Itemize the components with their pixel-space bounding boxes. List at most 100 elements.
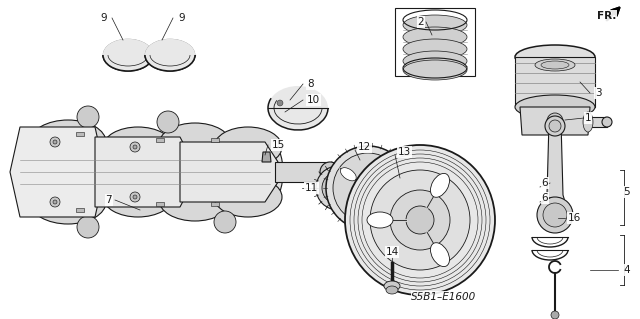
- Polygon shape: [211, 138, 219, 142]
- Ellipse shape: [545, 116, 565, 136]
- Ellipse shape: [215, 156, 229, 188]
- Ellipse shape: [541, 61, 569, 69]
- Text: 6: 6: [541, 193, 548, 203]
- Ellipse shape: [348, 200, 361, 216]
- Ellipse shape: [354, 174, 382, 202]
- Ellipse shape: [103, 177, 173, 217]
- Ellipse shape: [380, 195, 396, 208]
- Ellipse shape: [50, 197, 60, 207]
- Text: 3: 3: [595, 88, 602, 98]
- Polygon shape: [76, 132, 84, 136]
- Ellipse shape: [53, 200, 57, 204]
- Ellipse shape: [333, 153, 403, 223]
- Polygon shape: [76, 208, 84, 212]
- Ellipse shape: [130, 142, 140, 152]
- Polygon shape: [275, 162, 330, 182]
- Text: 13: 13: [398, 147, 412, 157]
- Ellipse shape: [158, 156, 172, 188]
- Ellipse shape: [133, 195, 137, 199]
- Text: 16: 16: [568, 213, 581, 223]
- Polygon shape: [520, 107, 590, 135]
- Ellipse shape: [403, 27, 467, 47]
- Ellipse shape: [515, 45, 595, 69]
- Ellipse shape: [277, 100, 283, 106]
- Ellipse shape: [375, 160, 388, 176]
- Ellipse shape: [403, 39, 467, 59]
- Text: 5: 5: [623, 187, 630, 197]
- Ellipse shape: [159, 123, 231, 165]
- Ellipse shape: [384, 281, 400, 291]
- Text: 6: 6: [541, 178, 548, 188]
- Ellipse shape: [515, 95, 595, 119]
- Ellipse shape: [101, 156, 115, 188]
- Text: FR.: FR.: [597, 11, 616, 21]
- Ellipse shape: [30, 120, 106, 164]
- Text: S5B1–E1600: S5B1–E1600: [412, 292, 477, 302]
- Ellipse shape: [345, 145, 495, 295]
- Ellipse shape: [214, 177, 282, 217]
- Ellipse shape: [547, 113, 563, 129]
- Ellipse shape: [268, 86, 328, 130]
- Ellipse shape: [340, 168, 356, 181]
- Ellipse shape: [50, 137, 60, 147]
- Text: 14: 14: [385, 247, 399, 257]
- Ellipse shape: [370, 170, 470, 270]
- Polygon shape: [541, 121, 569, 215]
- Polygon shape: [95, 137, 192, 207]
- Text: 7: 7: [106, 195, 112, 205]
- Polygon shape: [262, 152, 271, 162]
- Polygon shape: [588, 117, 607, 127]
- Ellipse shape: [154, 144, 176, 200]
- Ellipse shape: [535, 59, 575, 71]
- Ellipse shape: [403, 60, 467, 80]
- Ellipse shape: [214, 127, 282, 167]
- Text: 9: 9: [100, 13, 107, 23]
- Ellipse shape: [543, 203, 567, 227]
- Ellipse shape: [77, 216, 99, 238]
- Polygon shape: [156, 138, 164, 142]
- Bar: [395, 8, 475, 76]
- Ellipse shape: [431, 243, 449, 267]
- Ellipse shape: [602, 117, 612, 127]
- Ellipse shape: [261, 144, 283, 200]
- Text: 15: 15: [272, 140, 285, 150]
- Ellipse shape: [103, 39, 153, 71]
- Ellipse shape: [30, 180, 106, 224]
- Polygon shape: [211, 202, 219, 206]
- Text: 11: 11: [305, 183, 318, 193]
- Ellipse shape: [367, 212, 393, 228]
- Text: 2: 2: [417, 17, 424, 27]
- Ellipse shape: [320, 162, 340, 182]
- Ellipse shape: [211, 144, 233, 200]
- Ellipse shape: [157, 111, 179, 133]
- Polygon shape: [10, 127, 105, 217]
- Ellipse shape: [551, 311, 559, 319]
- Ellipse shape: [330, 180, 346, 196]
- Ellipse shape: [44, 144, 66, 200]
- Ellipse shape: [403, 51, 467, 71]
- Ellipse shape: [322, 172, 354, 204]
- Text: 12: 12: [358, 142, 371, 152]
- Ellipse shape: [431, 174, 449, 197]
- Ellipse shape: [403, 15, 467, 35]
- Ellipse shape: [537, 197, 573, 233]
- Polygon shape: [180, 142, 278, 202]
- Ellipse shape: [145, 39, 195, 71]
- Polygon shape: [515, 57, 595, 107]
- Text: 1: 1: [585, 113, 591, 123]
- Ellipse shape: [551, 117, 559, 125]
- Text: 10: 10: [307, 95, 320, 105]
- Ellipse shape: [583, 112, 593, 132]
- Ellipse shape: [326, 146, 410, 230]
- Ellipse shape: [130, 192, 140, 202]
- Ellipse shape: [406, 206, 434, 234]
- Ellipse shape: [53, 140, 57, 144]
- Ellipse shape: [549, 120, 561, 132]
- Ellipse shape: [386, 286, 398, 294]
- Text: 8: 8: [307, 79, 314, 89]
- Ellipse shape: [214, 211, 236, 233]
- Text: 9: 9: [178, 13, 184, 23]
- Polygon shape: [156, 202, 164, 206]
- Ellipse shape: [265, 156, 279, 188]
- Ellipse shape: [48, 156, 62, 188]
